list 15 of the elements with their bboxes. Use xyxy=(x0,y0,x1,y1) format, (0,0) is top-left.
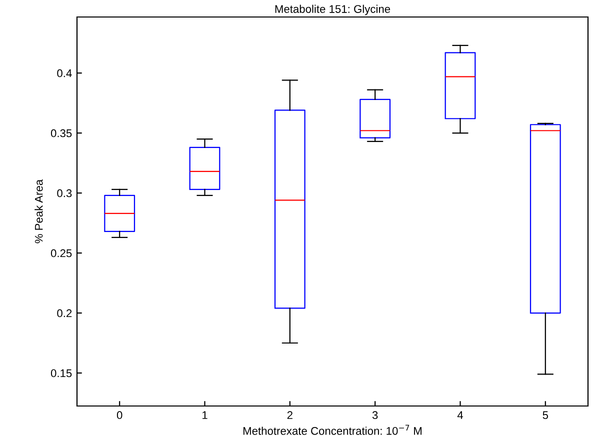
x-tick-label: 5 xyxy=(542,411,548,420)
y-axis-title: % Peak Area xyxy=(34,179,43,244)
x-axis-title: Methotrexate Concentration: 10$^{−7}$ M xyxy=(243,424,422,435)
y-tick-label: 0.15 xyxy=(50,369,72,378)
x-tick-label: 2 xyxy=(287,411,292,419)
y-tick-label: 0.35 xyxy=(50,129,72,138)
x-tick-label: 3 xyxy=(372,411,378,420)
chart-title: Metabolite 151: Glycine xyxy=(275,4,390,16)
x-tick-label: 1 xyxy=(202,411,208,419)
y-tick-label: 0.4 xyxy=(57,69,72,78)
y-tick-label: 0.3 xyxy=(57,189,72,198)
x-tick-label: 0 xyxy=(116,411,122,420)
y-tick-label: 0.2 xyxy=(57,309,72,318)
x-tick-label: 4 xyxy=(457,411,464,419)
y-tick-label: 0.25 xyxy=(50,249,72,258)
